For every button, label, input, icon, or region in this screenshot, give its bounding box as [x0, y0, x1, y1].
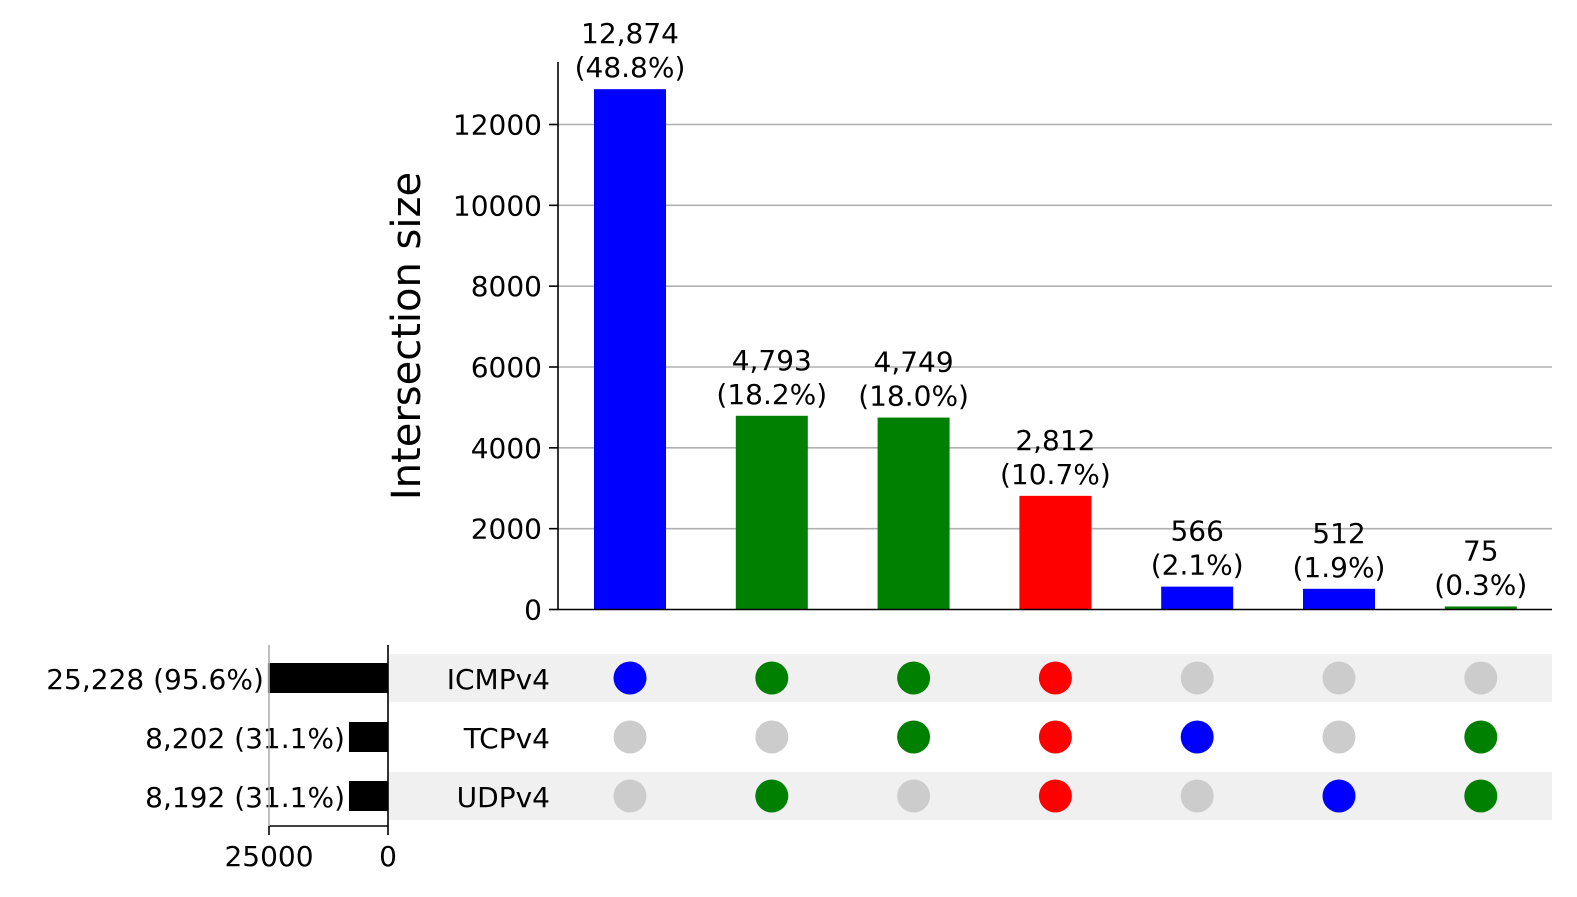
- membership-dot-active: [1464, 779, 1498, 813]
- membership-dot-active: [755, 779, 789, 813]
- membership-dot-active: [1322, 779, 1356, 813]
- set-name-label: UDPv4: [457, 781, 550, 814]
- bar-percent-label: (10.7%): [1000, 458, 1111, 491]
- y-tick-label: 6000: [471, 351, 542, 384]
- set-size-tick-label: 25000: [224, 840, 313, 873]
- y-tick-label: 12000: [453, 109, 542, 142]
- membership-dot-active: [897, 720, 931, 754]
- membership-dot-inactive: [1180, 661, 1214, 695]
- membership-dot-active: [613, 661, 647, 695]
- bar-count-label: 4,749: [874, 346, 954, 379]
- membership-dot-active: [1180, 720, 1214, 754]
- bar-count-label: 12,874: [581, 17, 679, 50]
- bar-count-label: 75: [1463, 534, 1499, 567]
- set-size-bars: 25,228 (95.6%) 8,202 (31.1%) 8,192 (31.1%): [46, 663, 388, 814]
- set-size-tick-label: 0: [379, 840, 397, 873]
- set-size-bar: [267, 663, 388, 693]
- membership-dot-active: [1038, 779, 1072, 813]
- bar-percent-label: (18.0%): [858, 380, 969, 413]
- membership-dot-active: [1464, 720, 1498, 754]
- membership-dot-inactive: [1180, 779, 1214, 813]
- membership-dot-inactive: [1464, 661, 1498, 695]
- y-axis: 0 2000 4000 6000 8000 10000 12000: [453, 62, 1552, 627]
- intersection-bar: [735, 415, 808, 610]
- set-size-label: 8,202 (31.1%): [145, 722, 345, 755]
- intersection-bar-labels: 12,874(48.8%) 4,793(18.2%) 4,749(18.0%) 2,8…: [575, 17, 1528, 601]
- bar-count-label: 512: [1312, 517, 1365, 550]
- bar-percent-label: (48.8%): [575, 51, 686, 84]
- membership-dot-inactive: [1322, 661, 1356, 695]
- bar-count-label: 2,812: [1015, 424, 1095, 457]
- bar-percent-label: (2.1%): [1151, 549, 1244, 582]
- matrix-row-stripes: [389, 654, 1552, 820]
- y-tick-label: 4000: [471, 432, 542, 465]
- set-size-bar: [348, 722, 388, 752]
- membership-dot-inactive: [1322, 720, 1356, 754]
- membership-dot-active: [755, 661, 789, 695]
- y-tick-label: 10000: [453, 189, 542, 222]
- bar-count-label: 566: [1170, 515, 1223, 548]
- membership-dot-inactive: [613, 779, 647, 813]
- intersection-bar: [1303, 588, 1375, 610]
- membership-dot-inactive: [613, 720, 647, 754]
- y-tick-label: 8000: [471, 270, 542, 303]
- bar-percent-label: (1.9%): [1293, 551, 1386, 584]
- intersection-bar: [1161, 586, 1234, 610]
- membership-dot-active: [897, 661, 931, 695]
- set-size-label: 25,228 (95.6%): [46, 663, 264, 696]
- membership-matrix: [613, 661, 1498, 813]
- set-name-label: TCPv4: [463, 722, 550, 755]
- membership-dot-inactive: [755, 720, 789, 754]
- intersection-bar: [877, 417, 950, 610]
- intersection-bar: [594, 89, 666, 610]
- y-tick-label: 0: [524, 594, 542, 627]
- membership-dot-inactive: [897, 779, 931, 813]
- y-axis-label: Intersection size: [384, 172, 430, 500]
- set-name-label: ICMPv4: [447, 663, 550, 696]
- y-gridlines: [558, 123, 1552, 530]
- intersection-bars: [594, 89, 1517, 610]
- matrix-row-stripe: [389, 654, 1552, 702]
- membership-dot-active: [1038, 661, 1072, 695]
- set-names: ICMPv4 TCPv4 UDPv4: [447, 663, 550, 814]
- bar-percent-label: (18.2%): [716, 378, 827, 411]
- set-size-axis: 25000 0: [224, 645, 397, 873]
- set-size-bar: [349, 781, 388, 811]
- membership-dot-active: [1038, 720, 1072, 754]
- y-tick-label: 2000: [471, 513, 542, 546]
- intersection-bar: [1019, 495, 1092, 610]
- bar-count-label: 4,793: [732, 344, 812, 377]
- intersection-bar: [1444, 606, 1517, 610]
- set-size-label: 8,192 (31.1%): [145, 781, 345, 814]
- matrix-row-stripe: [389, 772, 1552, 820]
- bar-percent-label: (0.3%): [1434, 568, 1527, 601]
